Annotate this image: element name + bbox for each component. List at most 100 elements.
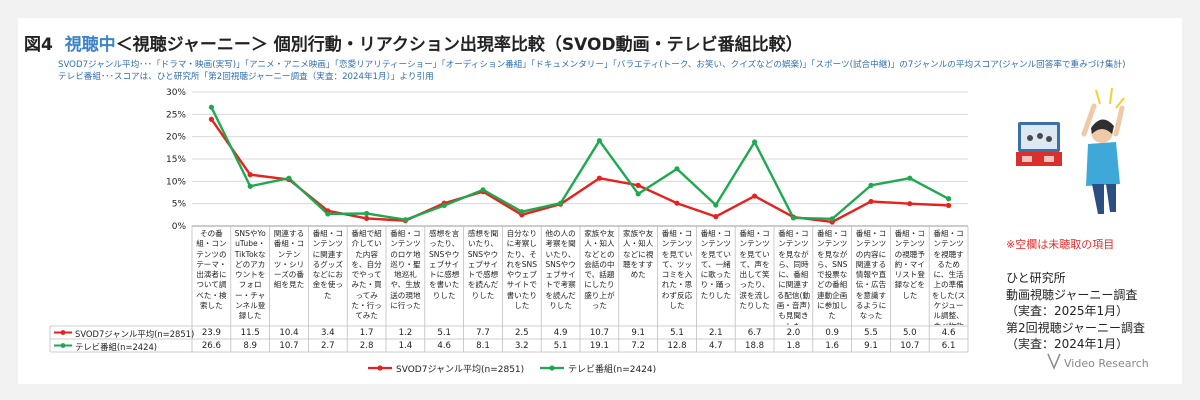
video-research-logo-icon <box>1047 353 1061 370</box>
data-point <box>946 202 952 209</box>
data-point <box>907 201 913 207</box>
title-rest: ＜視聴ジャーニー＞ 個別行動・リアクション出現率比較（SVOD動画・テレビ番組比… <box>115 35 803 55</box>
category-label: 他の人の考察を聞いたり、SNSやウェブサイトで考察を読んだりした <box>545 229 576 311</box>
table-cell: 8.1 <box>476 340 490 351</box>
source-line: ひと研究所 <box>1006 271 1066 285</box>
row-swatch-point <box>60 343 66 348</box>
series-points <box>208 104 952 225</box>
table-cell: 0.9 <box>825 327 840 338</box>
table-cell: 4.6 <box>941 327 956 338</box>
cheering-viewer-illustration <box>1016 87 1125 214</box>
source-line: 動画視聴ジャーニー調査 <box>1006 287 1138 302</box>
table-cell: 6.7 <box>747 327 762 338</box>
data-point <box>635 182 641 188</box>
table-cell: 5.1 <box>437 327 452 338</box>
category-label: 番組・コンテンツを見ていて、声を出して笑ったり、涙を流したりした <box>739 229 770 311</box>
table-cell: 4.7 <box>708 340 723 351</box>
data-point <box>907 175 913 181</box>
y-tick-label: 30% <box>166 88 186 98</box>
table-cell: 4.6 <box>437 340 452 351</box>
category-label: 番組・コンテンツを見ながら、SNSで投票などの番組連動企画に参加した <box>816 229 848 321</box>
table-cell: 9.1 <box>631 327 646 338</box>
data-point <box>596 138 603 144</box>
category-label: 感想を聞いたり、SNSやウェブサイトで感想を読んだりした <box>467 229 499 300</box>
table-cell: 5.1 <box>553 340 568 351</box>
data-table-lines <box>49 226 969 353</box>
category-label: 番組・コンテンツの内容に関連する情報や直伝・広告を意識するようになった <box>855 229 887 321</box>
data-point <box>596 175 603 181</box>
chart-grid <box>192 91 968 227</box>
y-tick-label: 10% <box>166 177 186 187</box>
table-cell: 19.1 <box>589 340 609 351</box>
data-point <box>946 196 952 202</box>
table-cell: 6.1 <box>941 340 956 351</box>
legend-swatch-point <box>549 365 555 371</box>
figure-number: 図4 <box>24 35 53 55</box>
table-cell: 4.9 <box>553 327 568 338</box>
card-background <box>18 18 1182 384</box>
y-tick-label: 25% <box>166 110 186 120</box>
table-cell: 2.1 <box>708 327 723 338</box>
table-cell: 10.7 <box>900 340 920 351</box>
table-cell: 26.6 <box>201 340 221 351</box>
table-cell: 12.8 <box>667 340 687 351</box>
source-line: （実査：2024年1月） <box>1006 337 1129 351</box>
legend-swatch-point <box>377 365 383 371</box>
y-tick-label: 5% <box>172 200 187 210</box>
data-point <box>364 215 370 222</box>
data-point <box>868 198 874 205</box>
data-point <box>208 116 214 122</box>
y-tick-label: 0% <box>172 222 187 232</box>
table-cell: 2.0 <box>786 327 801 338</box>
y-tick-label: 20% <box>166 133 186 143</box>
category-label: 番組・コンテンツに関連するグッズなどにお金を使った <box>312 229 343 300</box>
data-point <box>519 209 525 215</box>
table-cell: 8.9 <box>243 340 258 351</box>
data-point <box>868 182 874 188</box>
table-cell: 1.7 <box>359 327 374 338</box>
table-cell: 23.9 <box>201 327 221 338</box>
legend-swatches <box>54 330 564 371</box>
table-cell: 5.1 <box>670 327 684 338</box>
table-row-label: テレビ番組(n=2424) <box>75 341 158 352</box>
data-point <box>208 104 214 110</box>
figure-title: 図4 視聴中＜視聴ジャーニー＞ 個別行動・リアクション出現率比較（SVOD動画・… <box>24 30 803 55</box>
data-point <box>713 202 719 208</box>
table-cell: 11.5 <box>240 327 260 338</box>
table-cell: 18.8 <box>745 340 765 351</box>
table-cell: 2.5 <box>514 327 529 338</box>
source-line: （実査：2025年1月） <box>1006 304 1129 318</box>
data-point <box>635 191 641 197</box>
data-point <box>752 193 758 199</box>
category-label: 番組・コンテンツの視聴予約・マイリスト登録などをした <box>894 229 925 300</box>
data-point <box>480 187 486 193</box>
table-cell: 1.2 <box>398 327 413 338</box>
data-point <box>829 216 835 222</box>
category-label: 家族や友人・知人などに視聴をすすめた <box>623 229 654 280</box>
row-swatch-point <box>60 330 66 335</box>
title-highlight: 視聴中 <box>64 35 116 55</box>
series-line-0 <box>210 118 949 224</box>
subtitle-tv-source: テレビ番組･･･スコアは、ひと研究所「第2回視聴ジャーニー調査（実査：2024年… <box>58 72 434 82</box>
data-point <box>790 215 797 221</box>
source-line: 第2回視聴ジャーニー調査 <box>1006 320 1146 335</box>
category-label: SNSやYouTube・TikTokなどのアカウントをフォロー・チャンネル登録し… <box>234 229 266 321</box>
table-cell: 3.4 <box>320 327 335 338</box>
table-cell: 10.7 <box>279 340 299 351</box>
y-axis-ticks: 0% 5% 10% 15% 20% 25% 30% <box>166 88 186 232</box>
category-label: 番組・コンテンツのロケ地巡り・聖地巡礼や、生放送の現地に行った <box>390 229 421 311</box>
table-cell: 10.4 <box>279 327 299 338</box>
data-point <box>674 166 680 172</box>
category-label: 番組・コンテンツを見ながら、同時に、番組に関連する配信(動画・音声)も見聞きした <box>776 229 811 325</box>
table-cell: 10.7 <box>589 327 609 338</box>
data-point <box>441 202 447 209</box>
category-label: 自分なりに考察したり、それをSNSやウェブサイトで書いたりした <box>506 229 538 311</box>
table-row-label: SVOD7ジャンル平均(n=2851) <box>75 328 195 339</box>
table-cell: 7.2 <box>631 340 646 351</box>
unasked-items-note: ※空欄は未聴取の項目 <box>1006 238 1115 251</box>
table-cell: 7.7 <box>476 327 490 338</box>
data-point <box>364 210 370 217</box>
table-cell: 9.1 <box>864 340 878 351</box>
table-cell: 1.6 <box>825 340 840 351</box>
category-label: その番組・コンテンツのテーマ・出演者について調べた・検索した <box>196 229 227 311</box>
